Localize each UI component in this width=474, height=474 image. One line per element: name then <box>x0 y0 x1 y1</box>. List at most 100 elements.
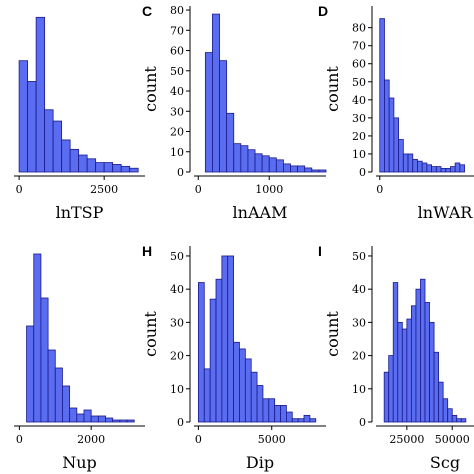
panel-i-y-tick-label: 0 <box>359 416 366 429</box>
panel-c-y-tick-label: 70 <box>170 24 184 37</box>
panel-h-bar <box>227 255 234 423</box>
panel-d-bar <box>426 164 432 173</box>
panel-c-y-tick-label: 10 <box>170 146 184 159</box>
panel-h-x-tick-label: 5000 <box>258 433 286 446</box>
panel-i-y-tick-label: 10 <box>352 383 366 396</box>
panel-c-y-tick-label: 80 <box>170 4 184 17</box>
panel-c-x-tick-label: 1000 <box>255 183 283 196</box>
panel-c-bar <box>226 112 235 173</box>
panel-d-bar <box>445 167 451 173</box>
panel-d-bar <box>421 162 428 173</box>
panel-h-bar <box>291 418 299 423</box>
panel-i-x-label: Scg <box>430 453 460 472</box>
panel-i-bar <box>406 318 412 423</box>
panel-h-bar <box>209 298 217 423</box>
panel-d-y-tick-label: 70 <box>352 40 366 53</box>
panel-c-bar <box>290 165 299 173</box>
panel-d-bar <box>431 166 437 173</box>
panel-p1-bar <box>35 16 46 173</box>
panel-p4-bar <box>112 419 121 423</box>
panel-d-y-tick-label: 50 <box>352 76 366 89</box>
panel-h-bar <box>239 348 246 423</box>
panel-h-y-tick-label: 20 <box>170 350 184 363</box>
panel-i-bar <box>447 408 453 423</box>
panel-i-bar <box>442 398 449 423</box>
panel-i-bar <box>424 302 430 423</box>
panel-c-bar <box>311 169 320 173</box>
panel-c-y-tick-label: 60 <box>170 45 184 58</box>
panel-h-bar <box>303 414 311 423</box>
panel-p4-bar <box>119 419 128 423</box>
panel-d-bar <box>412 158 418 173</box>
panel-i-bar <box>392 282 399 423</box>
panel-d-bar <box>393 117 400 173</box>
panel-i-y-tick-label: 50 <box>352 250 366 263</box>
panel-h-y-label: count <box>141 311 160 357</box>
panel-p1-bar <box>69 148 80 173</box>
panel-c-x-label: lnAAM <box>233 203 288 222</box>
panel-c-bar <box>304 167 313 173</box>
panel-p4-bar <box>33 253 42 423</box>
panel-d-x-tick-label: 0 <box>376 183 383 196</box>
panel-c-y-tick-label: 40 <box>170 85 184 98</box>
panel-h-bar <box>221 255 229 423</box>
panel-d-y-tick-label: 10 <box>352 148 366 161</box>
panel-d-bar <box>440 167 447 173</box>
panel-d-y-tick-label: 0 <box>359 166 366 179</box>
panel-p4-bar <box>54 367 63 423</box>
panel-p1-bar <box>129 167 139 173</box>
panel-d-letter: D <box>318 3 328 19</box>
panel-h-x-tick-label: 0 <box>195 433 202 446</box>
panel-h-bar <box>197 282 205 423</box>
panel-p4-bar <box>83 409 92 423</box>
panel-i-y-label: count <box>323 311 342 357</box>
panel-d-y-tick-label: 80 <box>352 22 366 35</box>
panel-i-bar <box>451 414 458 423</box>
panel-d-bar <box>379 18 385 173</box>
panel-p1-bar <box>52 120 63 173</box>
panel-c-bar <box>240 145 249 173</box>
panel-c-x-tick-label: 0 <box>195 183 202 196</box>
panel-p4-bar <box>62 385 71 423</box>
panel-p4-bar <box>47 349 56 423</box>
panel-c-bar <box>204 52 213 173</box>
panel-c-bar <box>212 13 220 173</box>
panel-p4-bar <box>97 415 106 423</box>
panel-p1-bar <box>44 109 54 173</box>
panel-d-bar <box>454 162 461 173</box>
panel-d-bar <box>388 97 395 173</box>
panel-h-bar <box>203 368 211 423</box>
panel-d-y-label: count <box>323 66 342 112</box>
panel-h-y-tick-label: 40 <box>170 283 184 296</box>
panel-p4-bar <box>105 417 114 423</box>
panel-i-bar <box>388 355 394 423</box>
panel-p1-x-tick-label: 0 <box>16 183 23 196</box>
panel-p1-bar <box>18 60 29 173</box>
panel-i-y-tick-label: 20 <box>352 350 366 363</box>
panel-d-bar <box>459 164 465 173</box>
panel-h-bar <box>233 341 240 423</box>
panel-c-y-tick-label: 20 <box>170 126 184 139</box>
panel-i-bar <box>456 418 462 423</box>
panel-p4-bar <box>69 407 78 423</box>
panel-p1-x-tick-label: 2500 <box>90 183 118 196</box>
panel-d-bar <box>417 160 423 173</box>
panel-h-bar <box>268 398 276 423</box>
panel-c-y-tick-label: 0 <box>177 166 184 179</box>
panel-c-y-tick-label: 50 <box>170 65 184 78</box>
panel-i-bar <box>438 381 444 423</box>
panel-p1-x-label: lnTSP <box>56 203 104 222</box>
panel-c-y-label: count <box>141 66 160 112</box>
panel-p1-bar <box>27 81 37 173</box>
panel-p4-bar <box>40 297 49 423</box>
panel-c-bar <box>275 159 284 173</box>
panel-i-bar <box>401 328 408 423</box>
panel-c-bar <box>247 149 256 173</box>
panel-h-letter: H <box>142 243 152 259</box>
panel-p4-bar <box>90 415 99 423</box>
panel-i-bar <box>397 321 403 423</box>
panel-i-bar <box>460 418 467 423</box>
panel-p1-bar <box>120 165 131 173</box>
panel-d-bar <box>435 166 442 173</box>
